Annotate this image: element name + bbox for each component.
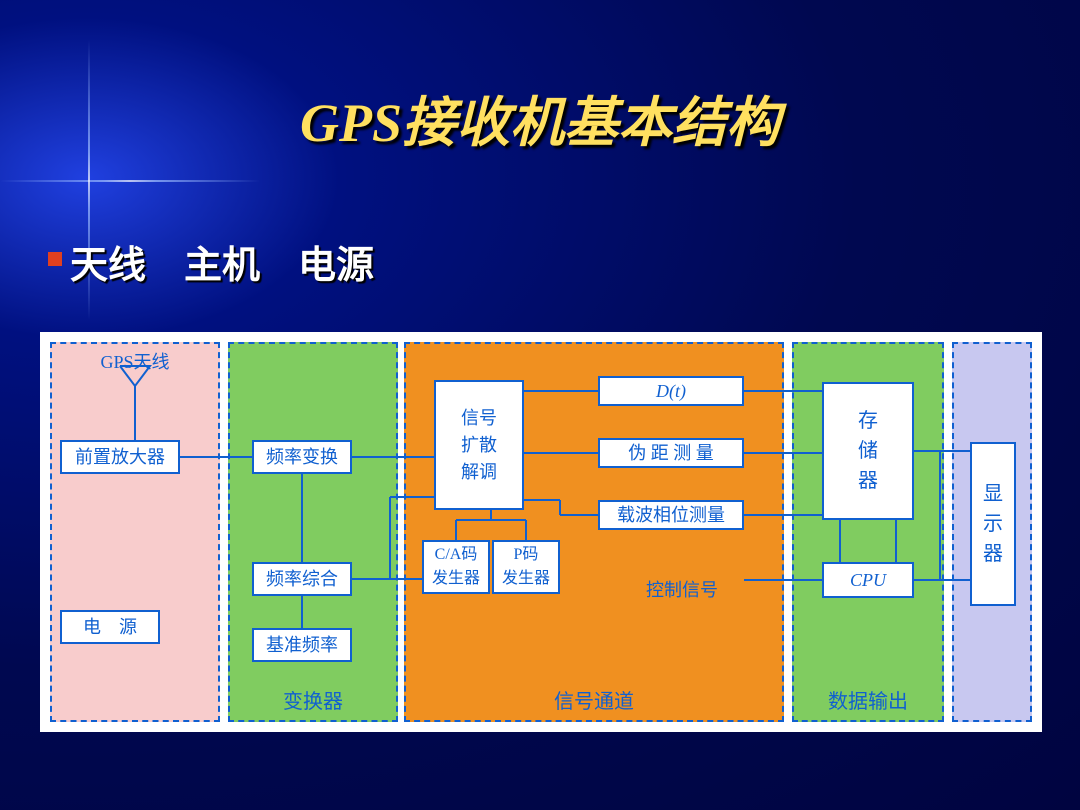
antenna-icon (118, 364, 152, 394)
flare-horizontal (0, 180, 260, 182)
slide-title: GPS接收机基本结构 (0, 78, 1080, 157)
section-antenna: GPS天线 (50, 342, 220, 722)
box-carrier: 载波相位测量 (598, 500, 744, 530)
box-power: 电 源 (60, 610, 160, 644)
subtitle: 天线 主机 电源 (70, 234, 374, 289)
box-basefreq: 基准频率 (252, 628, 352, 662)
box-signal: 信号 扩散 解调 (434, 380, 524, 510)
block-diagram: GPS天线 变换器 信号通道 数据输出 前置放大器电 源 频率变换频率综合基准频率… (40, 332, 1042, 732)
box-dt: D(t) (598, 376, 744, 406)
box-cacode: C/A码 发生器 (422, 540, 490, 594)
box-pseudo: 伪 距 测 量 (598, 438, 744, 468)
box-storage: 存 储 器 (822, 382, 914, 520)
box-freqconv: 频率变换 (252, 440, 352, 474)
box-pcode: P码 发生器 (492, 540, 560, 594)
section-channel-label: 信号通道 (406, 685, 782, 714)
box-preamp: 前置放大器 (60, 440, 180, 474)
box-freqsynth: 频率综合 (252, 562, 352, 596)
box-cpu: CPU (822, 562, 914, 598)
box-ctrl: 控制信号 (622, 576, 742, 600)
section-converter-label: 变换器 (230, 685, 396, 714)
section-converter: 变换器 (228, 342, 398, 722)
bullet-icon (48, 252, 62, 266)
section-output-label: 数据输出 (794, 685, 942, 714)
box-disp: 显 示 器 (970, 442, 1016, 606)
